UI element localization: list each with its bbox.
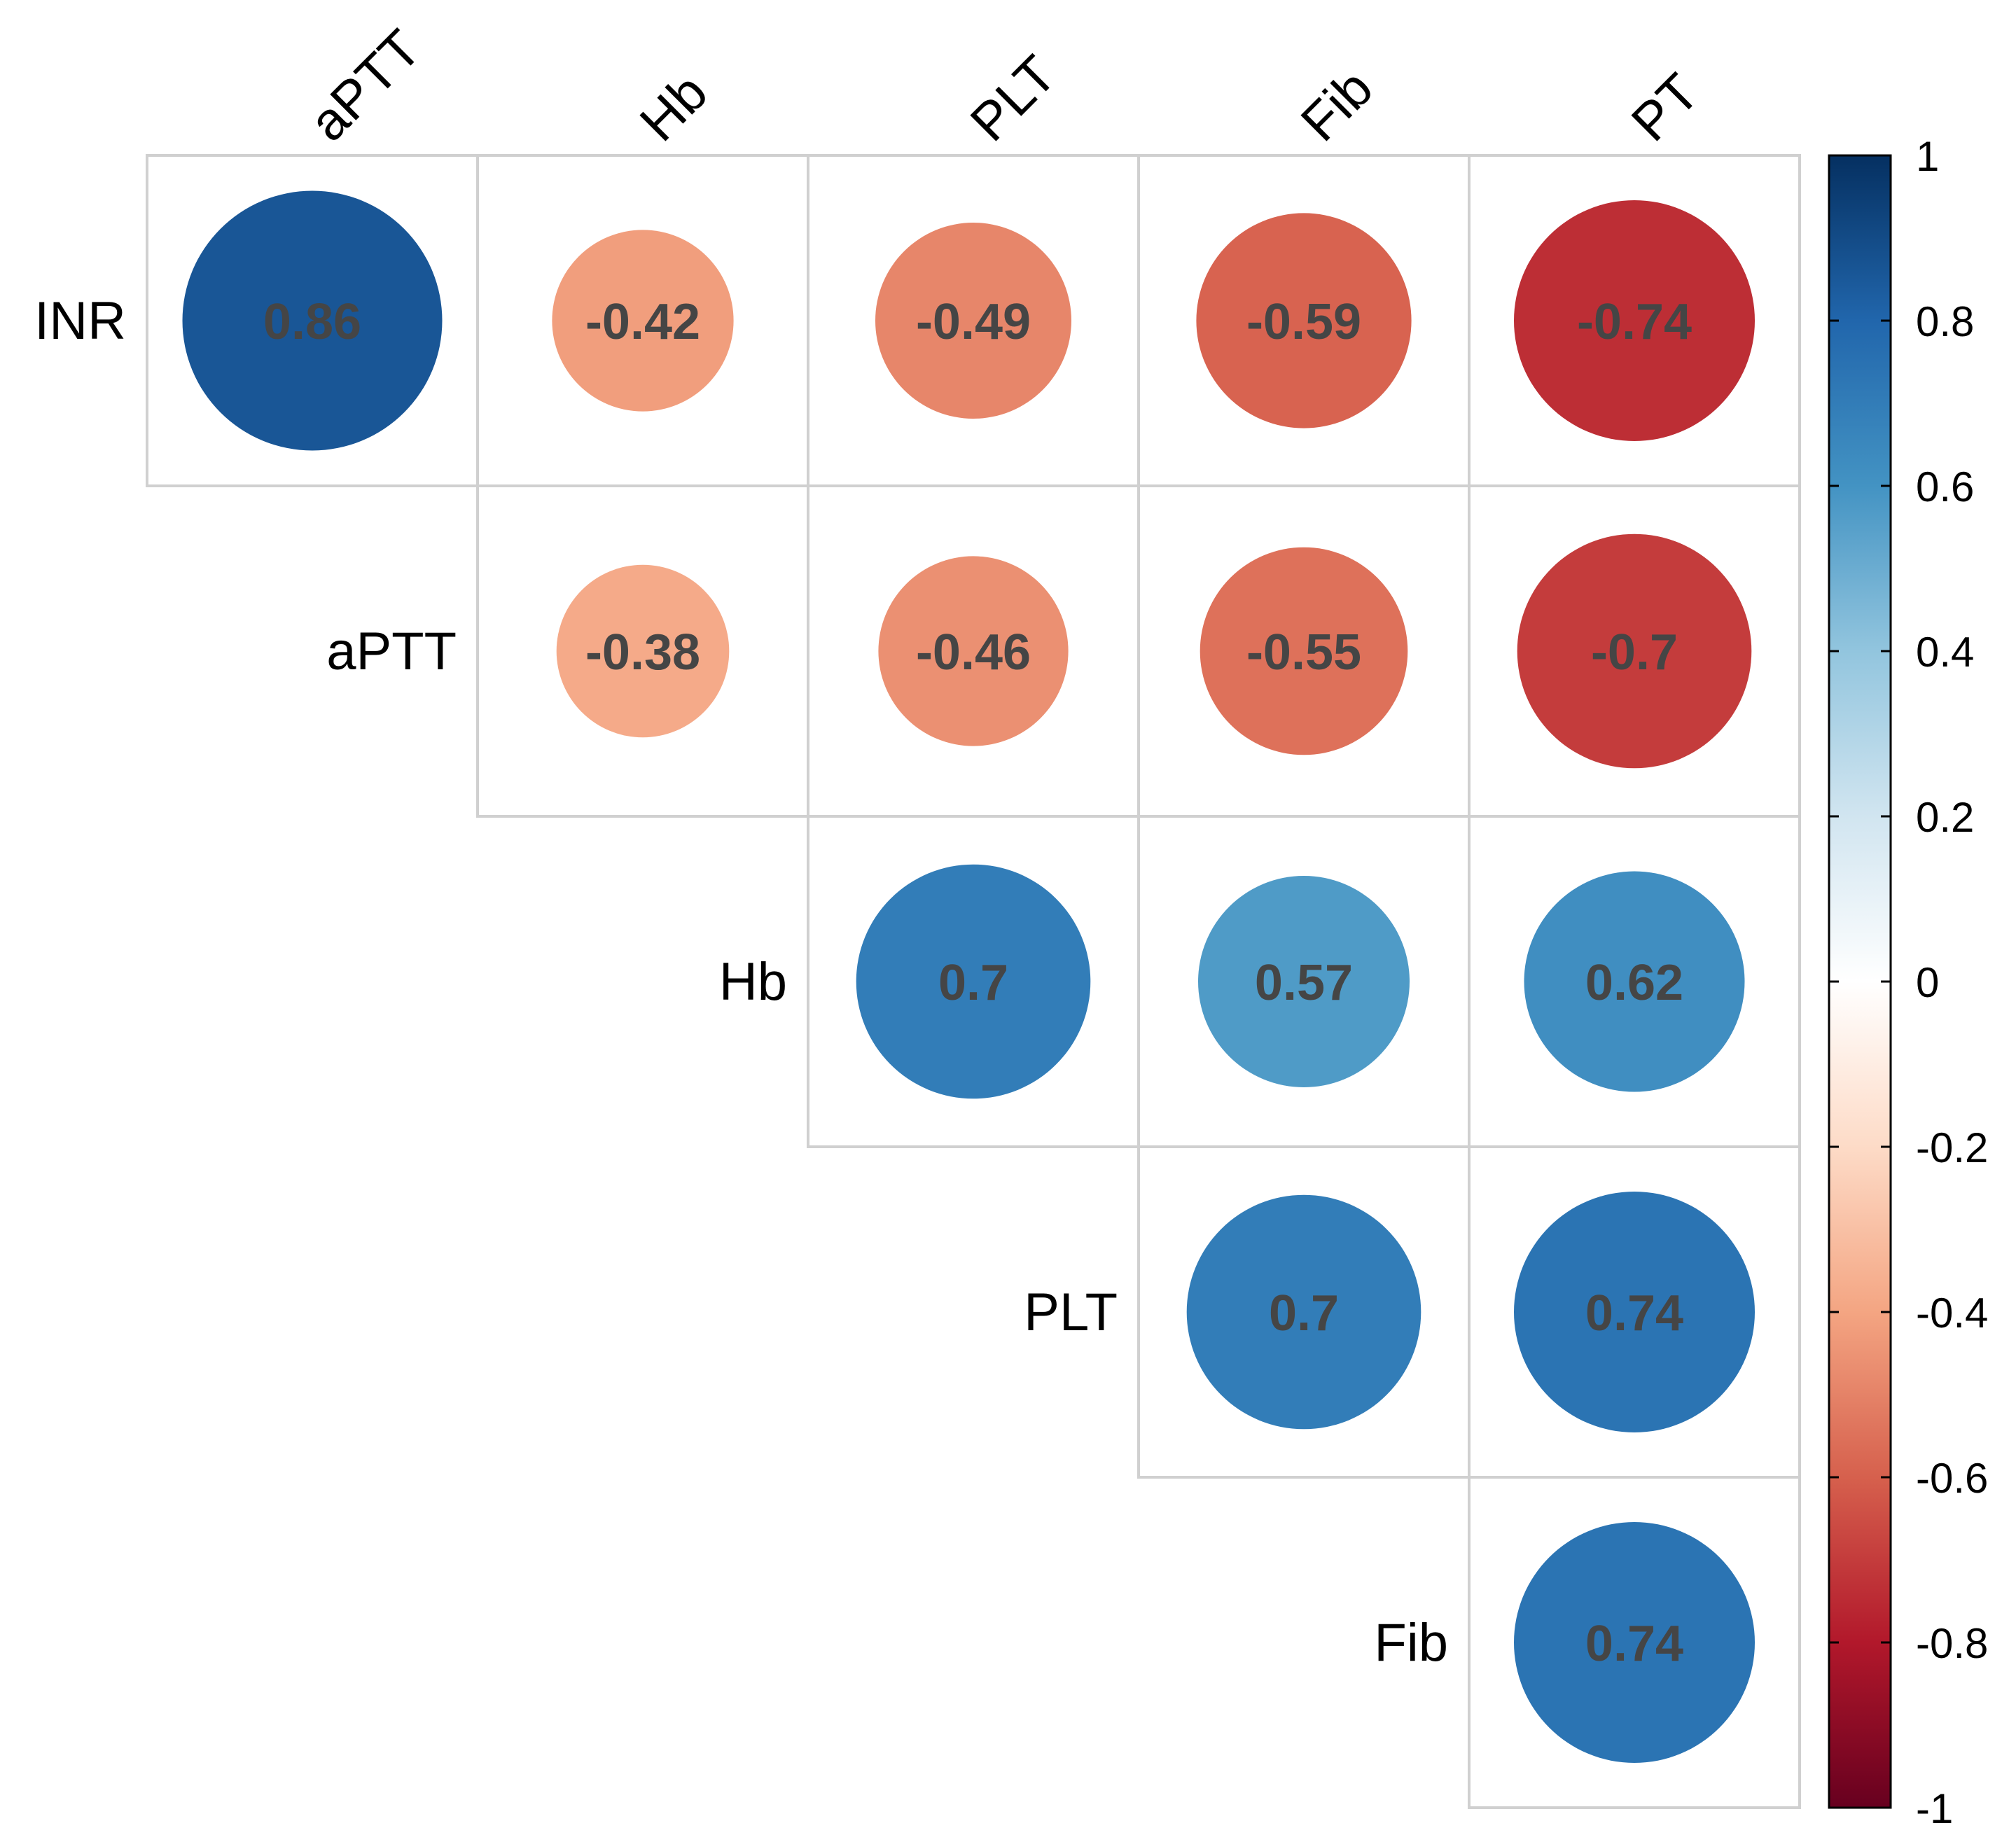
correlation-value: 0.74 — [1585, 1616, 1683, 1672]
correlation-value: -0.42 — [585, 294, 700, 350]
row-labels: INR aPTT Hb PLT Fib — [34, 291, 1448, 1673]
cell-inr-aptt: 0.86 — [146, 154, 479, 487]
correlation-value: -0.38 — [585, 625, 700, 681]
correlation-value: 0.86 — [263, 294, 361, 350]
colorbar-tick-label: -0.2 — [1916, 1124, 1988, 1171]
correlation-circle — [878, 556, 1069, 746]
colorbar-tick-label: 0.2 — [1916, 794, 1974, 841]
row-label-fib: Fib — [1374, 1613, 1448, 1673]
correlation-value: -0.55 — [1246, 625, 1361, 681]
correlation-value: 0.74 — [1585, 1285, 1683, 1341]
colorbar-tick-label: -0.6 — [1916, 1455, 1988, 1502]
colorbar: 1 0.8 0.6 0.4 0.2 0 -0.2 -0.4 -0.6 -0.8 -1 — [1828, 133, 1988, 1832]
colorbar-tick-label: 0.4 — [1916, 629, 1974, 676]
cell-fib-pt: 0.74 — [1468, 1476, 1801, 1809]
correlation-circle — [1514, 200, 1755, 441]
row-label-aptt: aPTT — [326, 622, 457, 681]
correlation-circle — [1198, 876, 1410, 1087]
correlation-value: -0.74 — [1577, 294, 1692, 350]
correlation-value: 0.7 — [1269, 1285, 1339, 1341]
correlation-value: 0.57 — [1255, 955, 1353, 1011]
correlation-circle — [182, 190, 443, 451]
correlation-circle — [875, 223, 1071, 419]
correlation-value: 0.62 — [1585, 955, 1683, 1011]
cell-grid: 0.86 -0.42 -0.49 -0.59 -0.74 -0.38 -0.46 -0.55 -… — [146, 154, 1801, 1809]
colorbar-tick-label: -0.4 — [1916, 1290, 1988, 1337]
colorbar-tick-label: -1 — [1916, 1785, 1953, 1832]
row-label-inr: INR — [34, 291, 126, 351]
correlation-circle — [1186, 1194, 1421, 1430]
cell-inr-pt: -0.74 — [1468, 154, 1801, 487]
cell-inr-fib: -0.59 — [1137, 154, 1471, 487]
correlation-circle — [1517, 533, 1752, 769]
correlation-value: -0.59 — [1246, 294, 1361, 350]
correlation-circle — [856, 864, 1091, 1099]
correlation-value: -0.46 — [916, 625, 1031, 681]
correlation-circle — [1524, 871, 1745, 1092]
correlation-circle — [1514, 1522, 1755, 1763]
row-label-hb: Hb — [719, 952, 787, 1012]
cell-plt-fib: 0.7 — [1137, 1145, 1471, 1479]
cell-aptt-fib: -0.55 — [1137, 484, 1471, 818]
cell-border — [1468, 1476, 1801, 1809]
correlation-circle — [1200, 547, 1408, 755]
cell-aptt-plt: -0.46 — [807, 484, 1140, 818]
cell-plt-pt: 0.74 — [1468, 1145, 1801, 1479]
correlation-value: 0.7 — [938, 955, 1008, 1011]
correlation-circle — [1196, 213, 1412, 428]
colorbar-tick-label: 0.6 — [1916, 463, 1974, 510]
row-label-plt: PLT — [1024, 1283, 1118, 1342]
colorbar-tick-label: 1 — [1916, 133, 1939, 180]
colorbar-tick-label: 0 — [1916, 959, 1939, 1006]
correlation-value: -0.49 — [916, 294, 1031, 350]
colorbar-tick-label: 0.8 — [1916, 298, 1974, 345]
correlation-circle — [552, 230, 734, 412]
correlation-circle — [1514, 1192, 1755, 1432]
colorbar-gradient — [1828, 154, 1892, 1809]
correlation-circle — [556, 564, 730, 738]
colorbar-tick-label: -0.8 — [1916, 1620, 1988, 1667]
correlation-value: -0.7 — [1591, 625, 1678, 681]
